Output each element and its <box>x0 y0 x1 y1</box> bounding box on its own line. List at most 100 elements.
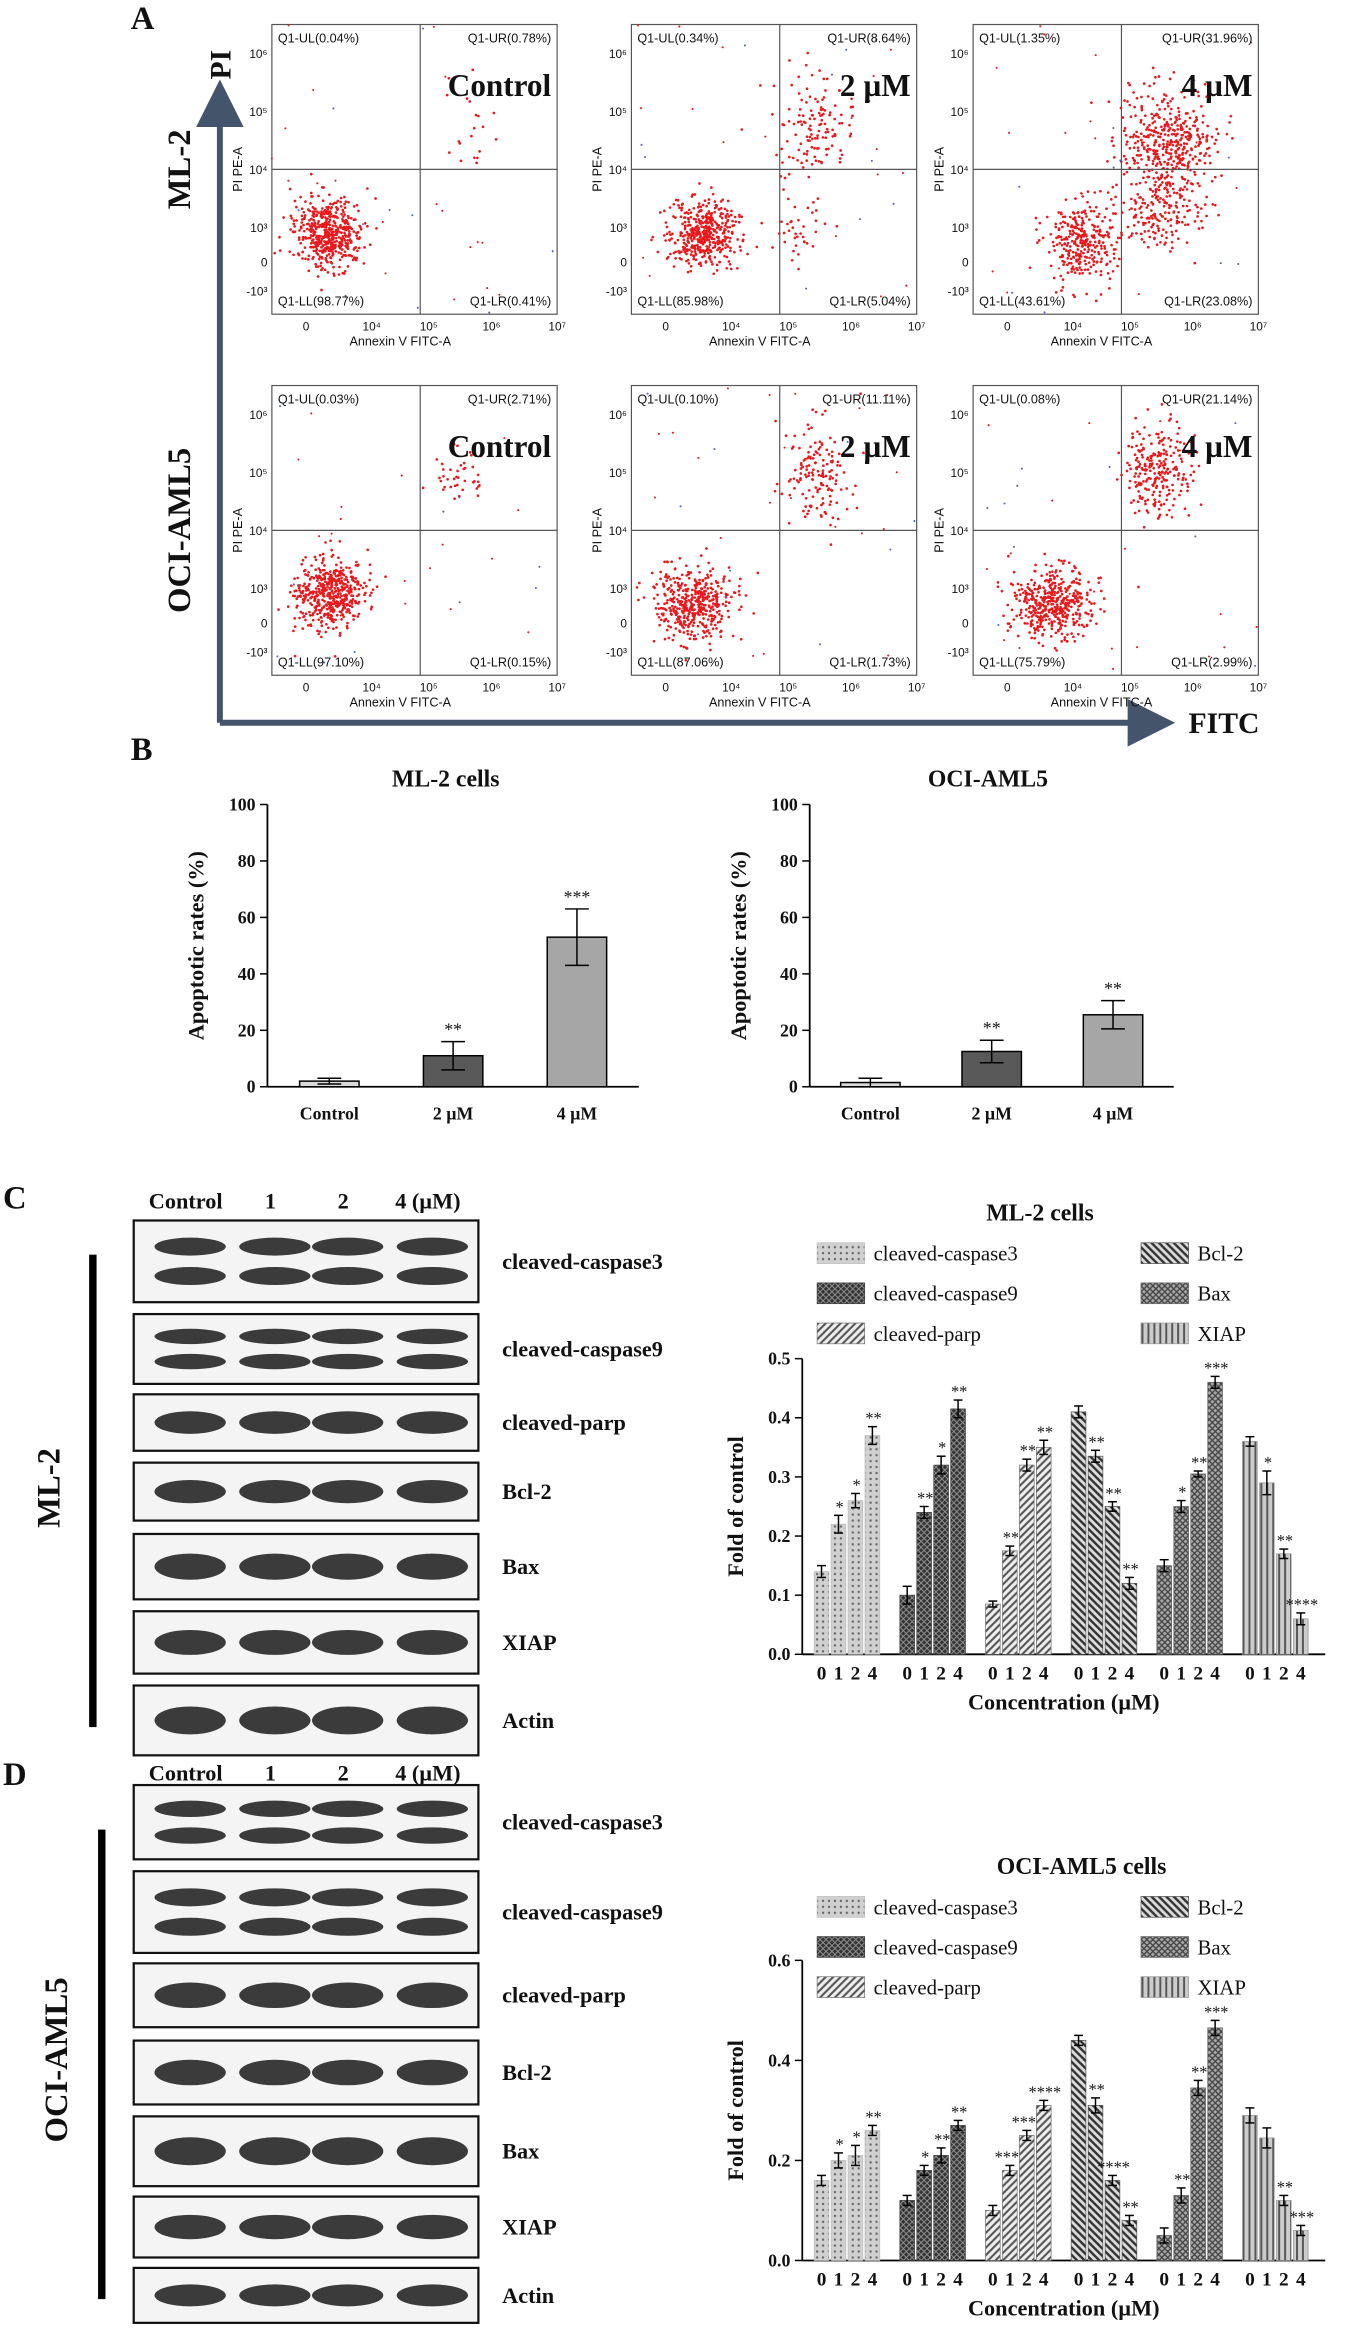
event-dot <box>1019 608 1023 612</box>
event-dot <box>662 585 666 588</box>
event-dot <box>700 225 704 228</box>
event-dot <box>1125 140 1129 144</box>
event-dot <box>344 244 347 248</box>
event-dot <box>1235 186 1238 189</box>
event-dot <box>699 246 702 249</box>
blot-band <box>154 1353 226 1370</box>
event-dot <box>689 215 693 219</box>
event-dot <box>807 474 810 478</box>
event-dot <box>1054 225 1058 229</box>
event-dot <box>726 245 730 248</box>
x-tick-label: 4 µM <box>1093 1103 1134 1123</box>
event-dot <box>699 554 703 557</box>
event-dot <box>661 607 665 610</box>
event-dot <box>704 261 708 264</box>
event-dot <box>329 202 332 206</box>
bar <box>1104 2180 1121 2261</box>
significance: ** <box>951 2102 967 2121</box>
event-dot <box>1167 129 1170 133</box>
event-dot <box>1139 483 1143 487</box>
event-dot <box>707 256 711 259</box>
event-dot <box>320 257 324 260</box>
event-dot <box>1160 234 1164 237</box>
event-dot <box>330 230 333 233</box>
event-dot <box>664 574 668 578</box>
event-dot <box>1028 631 1031 634</box>
event-dot <box>1066 598 1069 602</box>
event-dot <box>657 432 660 435</box>
event-dot <box>686 632 690 636</box>
event-dot <box>639 107 642 110</box>
event-dot <box>1051 596 1055 600</box>
y-tick-label: 0.4 <box>768 1408 790 1428</box>
y-axis-label: PI PE-A <box>231 507 245 552</box>
event-dot <box>1193 120 1196 124</box>
event-dot <box>691 618 694 622</box>
event-dot <box>357 612 361 616</box>
event-dot <box>1077 591 1081 595</box>
protein-label: Bax <box>502 1554 540 1579</box>
event-dot <box>855 506 859 510</box>
event-dot <box>831 135 835 138</box>
event-dot <box>1092 260 1096 263</box>
event-dot <box>1165 148 1168 151</box>
event-dot <box>1139 443 1143 446</box>
event-dot <box>1136 500 1140 504</box>
event-dot <box>711 605 714 608</box>
event-dot <box>317 240 321 244</box>
event-dot <box>687 208 691 212</box>
event-dot <box>1138 462 1142 466</box>
event-dot <box>1144 221 1147 225</box>
event-dot <box>686 629 689 633</box>
event-dot <box>1033 631 1037 635</box>
event-dot <box>679 599 683 603</box>
event-dot <box>328 193 331 197</box>
event-dot <box>343 253 347 257</box>
x-tick-label: 4 <box>1039 2270 1049 2291</box>
event-dot <box>1080 223 1084 227</box>
event-dot <box>1176 124 1179 127</box>
event-dot <box>838 160 842 164</box>
event-dot <box>352 230 356 233</box>
event-dot <box>1178 159 1182 163</box>
event-dot <box>310 564 313 567</box>
event-dot <box>1050 591 1054 594</box>
quadrant-label: Q1-UR(0.78%) <box>468 31 551 45</box>
event-dot <box>1059 588 1062 592</box>
event-dot <box>330 589 334 593</box>
blot-band <box>311 2059 384 2086</box>
event-dot <box>322 557 325 560</box>
event-dot <box>326 616 330 619</box>
x-tick-label: 1 <box>1262 1664 1272 1685</box>
event-dot <box>685 564 688 568</box>
event-dot <box>301 235 305 239</box>
event-dot <box>517 509 520 512</box>
event-dot <box>801 465 805 469</box>
legend-swatch <box>1140 1976 1189 1998</box>
event-dot <box>700 587 704 591</box>
event-dot <box>309 172 313 176</box>
significance: ** <box>1277 1531 1293 1550</box>
legend-label: Bcl-2 <box>1197 1243 1243 1266</box>
event-dot <box>313 599 316 603</box>
event-dot <box>1027 592 1031 596</box>
event-dot <box>1198 142 1201 146</box>
event-dot <box>1055 597 1059 600</box>
x-tick-label: 2 <box>1108 1664 1118 1685</box>
event-dot <box>1072 231 1076 235</box>
x-tick-label: 2 <box>1022 2270 1032 2291</box>
event-dot <box>1088 600 1091 604</box>
event-dot <box>1150 462 1154 466</box>
event-dot <box>1050 593 1054 597</box>
event-dot <box>313 555 317 559</box>
event-dot <box>1171 503 1175 507</box>
y-tick-label: -10³ <box>606 284 627 298</box>
event-dot <box>1191 157 1195 161</box>
event-dot <box>331 224 335 228</box>
event-dot <box>1033 581 1037 585</box>
event-dot <box>1153 193 1157 197</box>
event-dot <box>797 75 801 79</box>
event-dot <box>816 469 820 473</box>
event-dot <box>1175 165 1178 168</box>
event-dot <box>1086 200 1089 204</box>
